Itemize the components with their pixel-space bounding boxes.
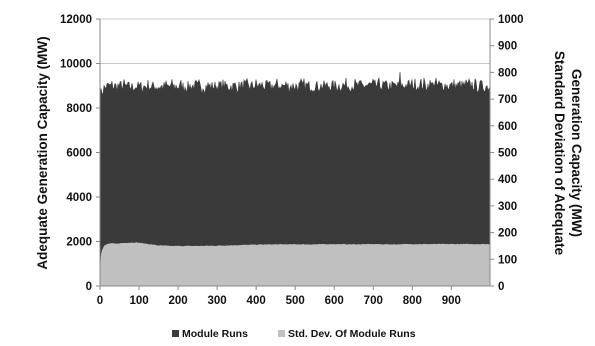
y-tick-label-8000: 8000 xyxy=(66,103,92,115)
legend-label-std-dev: Std. Dev. Of Module Runs xyxy=(288,328,416,340)
area-std-dev xyxy=(100,242,490,286)
legend: Module Runs Std. Dev. Of Module Runs xyxy=(172,328,416,340)
x-tick-label-300: 300 xyxy=(208,295,227,307)
legend-swatch-module-runs xyxy=(172,330,179,337)
y-right-tick-label-200: 200 xyxy=(498,228,517,240)
y-tick-label-2000: 2000 xyxy=(66,237,92,249)
y-tick-label-10000: 10000 xyxy=(60,59,92,71)
y-right-tick-label-300: 300 xyxy=(498,201,517,213)
x-tick-label-400: 400 xyxy=(247,295,266,307)
y-right-tick-label-900: 900 xyxy=(498,41,517,53)
legend-swatch-std-dev xyxy=(278,330,285,337)
y-tick-label-6000: 6000 xyxy=(66,148,92,160)
x-tick-label-0: 0 xyxy=(97,295,103,307)
x-tick-labels: 0 100 200 300 400 500 600 700 800 900 xyxy=(97,286,461,307)
x-tick-label-500: 500 xyxy=(286,295,305,307)
y-tick-label-0: 0 xyxy=(86,281,92,293)
y-right-tick-label-0: 0 xyxy=(498,281,504,293)
y-right-tick-label-700: 700 xyxy=(498,94,517,106)
x-tick-label-700: 700 xyxy=(364,295,383,307)
legend-label-module-runs: Module Runs xyxy=(182,328,248,340)
y-right-tick-label-500: 500 xyxy=(498,148,517,160)
x-tick-label-100: 100 xyxy=(129,295,148,307)
y-axis-title-right-line1: Standard Deviation of Adequate xyxy=(552,51,567,256)
y-right-tick-label-800: 800 xyxy=(498,67,517,79)
plot-areas xyxy=(99,71,491,287)
y-right-tick-label-600: 600 xyxy=(498,121,517,133)
y-axis-title-left: Adequate Generation Capacity (MW) xyxy=(35,36,50,269)
y-axis-title-right-line2: Generation Capacity (MW) xyxy=(569,69,584,237)
y-right-tick-label-1000: 1000 xyxy=(498,14,524,26)
area-module-runs xyxy=(99,71,491,287)
y-tick-label-12000: 12000 xyxy=(60,14,92,26)
x-tick-label-600: 600 xyxy=(325,295,344,307)
y-right-tick-labels: 0 100 200 300 400 500 600 700 800 900 1000 xyxy=(490,14,524,293)
x-tick-label-800: 800 xyxy=(403,295,422,307)
y-right-tick-label-400: 400 xyxy=(498,174,517,186)
y-right-tick-label-100: 100 xyxy=(498,254,517,266)
x-tick-label-900: 900 xyxy=(442,295,461,307)
y-tick-label-4000: 4000 xyxy=(66,192,92,204)
x-tick-label-200: 200 xyxy=(168,295,187,307)
y-tick-labels: 0 2000 4000 6000 8000 10000 12000 xyxy=(60,14,100,293)
